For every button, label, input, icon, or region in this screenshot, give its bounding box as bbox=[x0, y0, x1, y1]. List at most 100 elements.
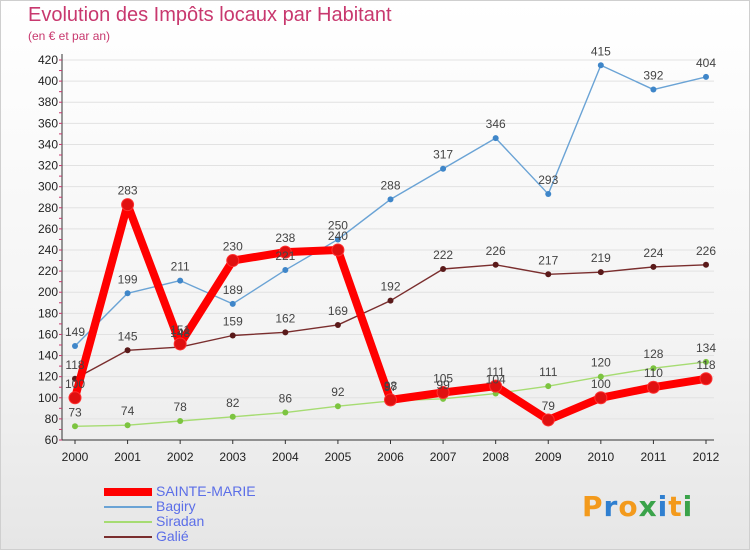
data-point bbox=[492, 135, 499, 142]
data-point bbox=[703, 73, 709, 80]
data-point bbox=[229, 300, 236, 307]
logo-letter: r bbox=[603, 490, 619, 523]
data-point bbox=[489, 379, 503, 393]
data-label: 230 bbox=[223, 240, 243, 254]
data-point bbox=[440, 266, 447, 272]
data-point bbox=[597, 62, 604, 69]
data-point bbox=[229, 332, 236, 339]
data-label: 120 bbox=[591, 356, 611, 370]
data-point bbox=[177, 277, 184, 284]
data-label: 98 bbox=[384, 379, 398, 393]
data-label: 78 bbox=[173, 400, 187, 414]
x-tick-label: 2004 bbox=[272, 450, 299, 464]
data-point bbox=[121, 198, 135, 212]
data-label: 104 bbox=[486, 373, 506, 387]
data-point bbox=[703, 261, 709, 268]
data-point bbox=[440, 165, 447, 172]
data-label: 222 bbox=[433, 248, 453, 262]
data-point bbox=[124, 290, 131, 297]
y-tick-label: 340 bbox=[38, 137, 58, 151]
data-point bbox=[334, 321, 341, 328]
data-point bbox=[68, 391, 82, 405]
legend-label: Galié bbox=[156, 528, 189, 544]
legend-swatch bbox=[104, 506, 152, 508]
legend-label: Bagiry bbox=[156, 498, 196, 514]
proxiti-logo: Proxiti bbox=[582, 490, 693, 523]
data-point bbox=[282, 409, 289, 416]
data-label: 404 bbox=[696, 56, 716, 70]
chart-title: Evolution des Impôts locaux par Habitant bbox=[28, 4, 392, 26]
data-label: 211 bbox=[171, 260, 190, 274]
x-tick-label: 2000 bbox=[62, 450, 89, 464]
data-label: 346 bbox=[486, 117, 506, 131]
data-label: 100 bbox=[591, 377, 611, 391]
chart-subtitle: (en € et par an) bbox=[28, 29, 111, 43]
data-label: 110 bbox=[644, 366, 663, 380]
data-label: 73 bbox=[68, 405, 82, 419]
data-point bbox=[124, 347, 131, 354]
data-label: 149 bbox=[65, 325, 85, 339]
y-tick-label: 120 bbox=[38, 370, 58, 384]
data-point bbox=[72, 423, 78, 430]
logo-letter: P bbox=[582, 490, 604, 523]
data-point bbox=[436, 386, 450, 399]
data-point bbox=[650, 86, 657, 93]
data-point bbox=[331, 243, 345, 257]
data-point bbox=[541, 413, 555, 427]
data-point bbox=[597, 373, 604, 380]
x-tick-label: 2007 bbox=[430, 450, 457, 464]
data-point bbox=[545, 271, 552, 278]
y-tick-label: 420 bbox=[38, 53, 58, 67]
data-point bbox=[282, 267, 289, 274]
legend-label: SAINTE-MARIE bbox=[156, 483, 256, 499]
data-point bbox=[173, 337, 187, 351]
data-label: 192 bbox=[380, 280, 400, 294]
y-tick-label: 300 bbox=[38, 180, 58, 194]
data-label: 199 bbox=[118, 272, 138, 286]
data-label: 238 bbox=[275, 231, 295, 245]
data-point bbox=[177, 418, 184, 424]
data-label: 224 bbox=[643, 246, 663, 260]
x-tick-label: 2008 bbox=[482, 450, 509, 464]
data-label: 250 bbox=[328, 218, 348, 232]
data-label: 86 bbox=[279, 392, 293, 406]
data-label: 162 bbox=[275, 311, 295, 325]
data-label: 92 bbox=[331, 385, 345, 399]
y-tick-label: 80 bbox=[45, 412, 59, 426]
y-tick-label: 100 bbox=[38, 391, 58, 405]
x-tick-label: 2011 bbox=[641, 450, 667, 464]
y-tick-label: 320 bbox=[38, 159, 58, 173]
y-tick-label: 60 bbox=[45, 433, 59, 447]
series-lines bbox=[68, 62, 713, 430]
data-point bbox=[492, 261, 499, 268]
y-tick-label: 220 bbox=[38, 264, 58, 278]
legend-label: Siradan bbox=[156, 513, 205, 529]
legend-swatch bbox=[104, 488, 152, 496]
data-point bbox=[384, 393, 397, 407]
x-tick-label: 2005 bbox=[325, 450, 352, 464]
data-label: 293 bbox=[538, 173, 558, 187]
data-label: 82 bbox=[226, 396, 240, 410]
series-line-bagiry bbox=[74, 64, 707, 347]
data-label: 134 bbox=[696, 341, 716, 355]
data-label: 317 bbox=[433, 148, 453, 162]
logo-letter: i bbox=[682, 490, 694, 523]
data-label: 111 bbox=[539, 365, 558, 379]
data-label: 240 bbox=[328, 229, 348, 243]
x-tick-label: 2003 bbox=[219, 450, 246, 464]
x-tick-label: 2009 bbox=[535, 450, 562, 464]
data-label: 105 bbox=[433, 372, 453, 386]
data-label: 111 bbox=[487, 365, 506, 379]
data-point bbox=[703, 358, 709, 365]
x-tick-label: 2010 bbox=[587, 450, 614, 464]
data-label: 189 bbox=[223, 283, 243, 297]
data-point bbox=[545, 191, 552, 198]
y-tick-label: 380 bbox=[38, 95, 58, 109]
legend-swatch bbox=[104, 536, 152, 538]
y-tick-label: 260 bbox=[38, 222, 58, 236]
data-point bbox=[334, 403, 341, 410]
data-point bbox=[124, 422, 131, 429]
logo-letter: t bbox=[668, 490, 683, 523]
data-point bbox=[699, 372, 713, 386]
